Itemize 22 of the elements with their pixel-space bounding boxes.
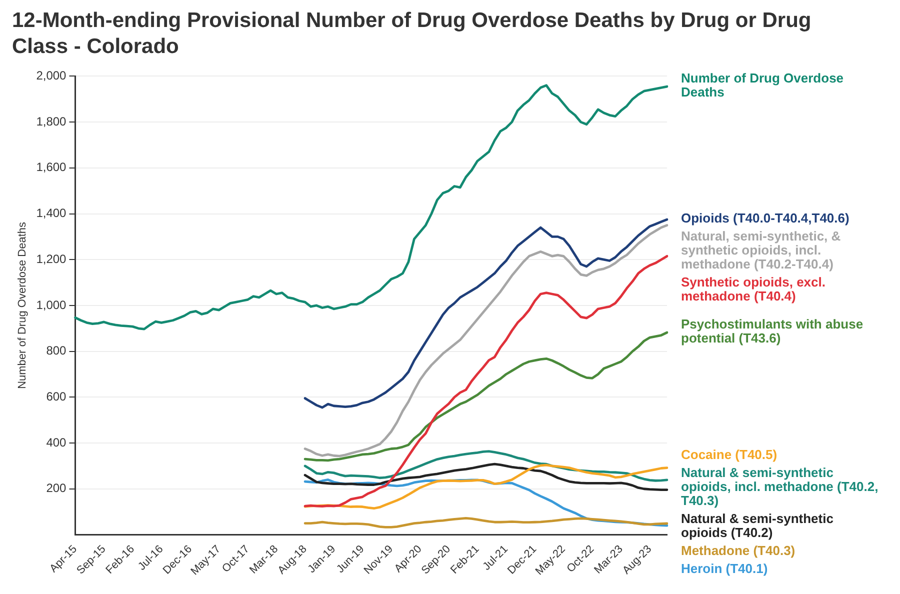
series-label: Cocaine (T40.5) <box>681 447 778 462</box>
y-tick-label: 1,200 <box>36 252 67 266</box>
y-tick-label: 200 <box>46 481 67 496</box>
y-tick-label: 1,000 <box>36 298 67 312</box>
y-tick-label: 2,000 <box>36 68 67 83</box>
y-axis-title: Number of Drug Overdose Deaths <box>16 222 29 389</box>
series-label: Synthetic opioids, excl. methadone (T40.4) <box>681 274 826 304</box>
y-tick-label: 1,400 <box>36 206 67 220</box>
series-label: Methadone (T40.3) <box>681 543 796 558</box>
chart-title: 12-Month-ending Provisional Number of Drug Overdose Deaths by Drug or Drug Class - Colorado <box>12 8 812 60</box>
series-label: Number of Drug Overdose Deaths <box>681 70 844 100</box>
series-label: Opioids (T40.0-T40.4,T40.6) <box>681 210 850 226</box>
y-tick-label: 400 <box>46 435 67 450</box>
series-label: Natural & semi-synthetic opioids, incl. methadone (T40.2, T40.3) <box>681 465 878 508</box>
series-label: Psychostimulants with abuse potential (T43.6) <box>681 316 864 346</box>
y-tick-label: 600 <box>46 389 67 404</box>
y-tick-label: 800 <box>46 344 67 358</box>
y-tick-label: 1,800 <box>36 114 67 128</box>
series-label: Natural, semi-synthetic, & synthetic opioids, incl. methadone (T40.2-T40.4) <box>681 228 841 272</box>
y-tick-label: 1,600 <box>36 160 67 174</box>
series-label: Natural & semi-synthetic opioids (T40.2) <box>681 511 834 540</box>
text: Heroin (T40.1) <box>681 561 768 576</box>
